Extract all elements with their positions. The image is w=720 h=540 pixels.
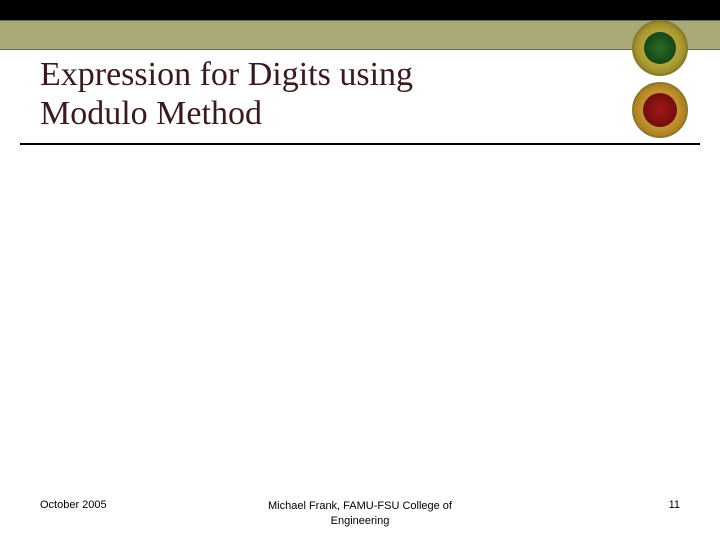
title-underline: [20, 143, 700, 145]
slide-title: Expression for Digits using Modulo Metho…: [40, 55, 600, 133]
footer: October 2005 Michael Frank, FAMU-FSU Col…: [0, 499, 720, 528]
logo-container: [632, 20, 702, 144]
footer-page-number: 11: [467, 499, 680, 511]
famu-seal-icon: [632, 20, 688, 76]
title-area: Expression for Digits using Modulo Metho…: [40, 55, 600, 133]
attribution-line-1: Michael Frank, FAMU-FSU College of: [268, 500, 452, 512]
title-line-2: Modulo Method: [40, 95, 262, 132]
title-line-1: Expression for Digits using: [40, 56, 413, 93]
fsu-seal-icon: [632, 82, 688, 138]
footer-attribution: Michael Frank, FAMU-FSU College of Engin…: [253, 499, 466, 528]
top-dark-bar: [0, 0, 720, 20]
footer-date: October 2005: [40, 499, 253, 511]
olive-accent-bar: [0, 20, 720, 50]
attribution-line-2: Engineering: [331, 515, 390, 527]
